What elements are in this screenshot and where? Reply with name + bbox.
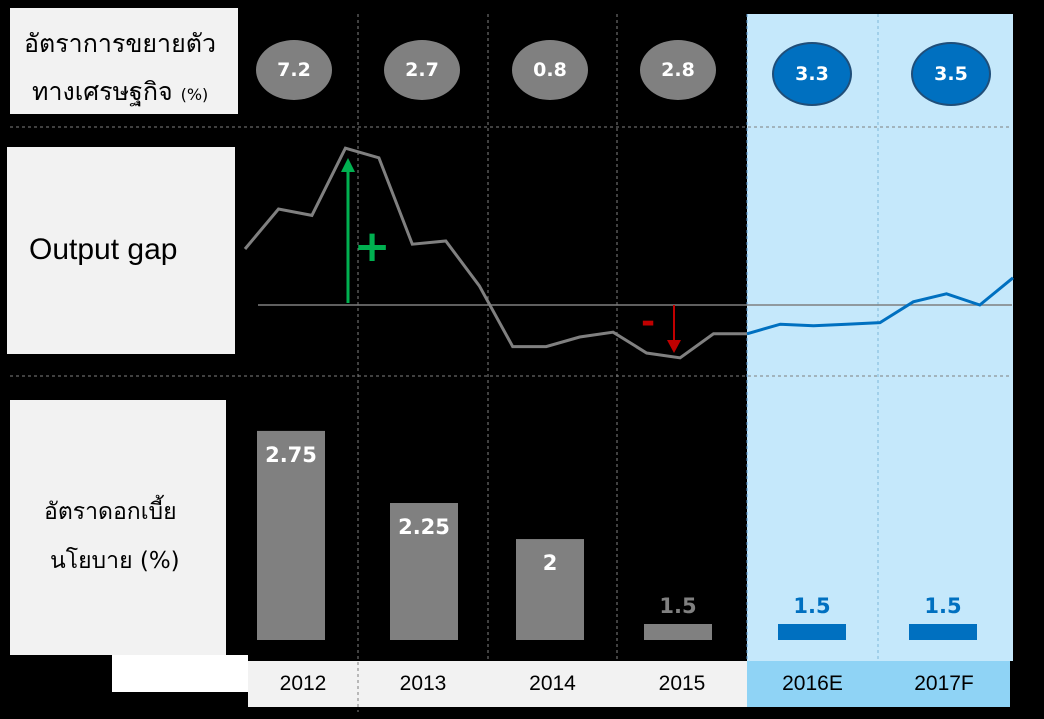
forecast-region	[747, 14, 1013, 661]
year-axis-row-forecast	[747, 661, 1010, 707]
gdp-label-panel: อัตราการขยายตัว ทางเศรษฐกิจ (%)	[10, 8, 238, 114]
policy-rate-bar-2014	[516, 539, 584, 640]
gdp-growth-2012: 7.2	[256, 40, 332, 100]
policy-rate-value-2017f: 1.5	[924, 594, 962, 618]
year-label-2013: 2013	[399, 672, 447, 695]
positive-gap-sign: +	[354, 221, 391, 272]
policy-rate-value-2015: 1.5	[659, 594, 697, 618]
gdp-label-unit: (%)	[180, 85, 209, 104]
gdp-growth-2016e: 3.3	[772, 42, 852, 106]
policy-rate-bar-2015	[644, 624, 712, 640]
policy-rate-value-2014: 2	[542, 551, 558, 576]
rate-label-panel: อัตราดอกเบี้ย นโยบาย (%)	[10, 400, 226, 655]
gdp-growth-2015: 2.8	[640, 40, 716, 100]
policy-rate-value-2012: 2.75	[265, 442, 317, 467]
year-label-2014: 2014	[529, 672, 576, 695]
negative-gap-sign: -	[641, 302, 655, 342]
year-label-2015: 2015	[658, 672, 706, 695]
year-label-2016e: 2016E	[782, 672, 843, 695]
output-gap-label: Output gap	[29, 233, 178, 266]
year-label-2012: 2012	[279, 672, 327, 695]
policy-rate-bar-2012	[257, 430, 325, 640]
year-label-2017f: 2017F	[914, 672, 974, 695]
year-axis-row	[248, 661, 747, 707]
left-white-strip	[112, 655, 248, 692]
policy-rate-bar-2016e	[778, 624, 846, 640]
gdp-label-line1: อัตราการขยายตัว	[24, 29, 217, 58]
gdp-growth-2013: 2.7	[384, 40, 460, 100]
gdp-label-line2: ทางเศรษฐกิจ (%)	[32, 72, 208, 112]
output-gap-actual-line	[243, 146, 747, 360]
gdp-growth-2014: 0.8	[512, 40, 588, 100]
output-gap-forecast-line	[746, 276, 1014, 336]
negative-gap-arrowhead	[667, 340, 681, 353]
gdp-growth-2017f: 3.5	[911, 42, 991, 106]
policy-rate-value-2013: 2.25	[398, 515, 450, 539]
positive-gap-arrowhead	[341, 158, 355, 172]
rate-label-line2: นโยบาย (%)	[50, 548, 180, 574]
rate-label-line1: อัตราดอกเบี้ย	[44, 499, 177, 525]
policy-rate-value-2016e: 1.5	[793, 594, 831, 618]
policy-rate-bar-2013	[390, 503, 458, 640]
output-gap-label-panel: Output gap	[7, 147, 235, 354]
policy-rate-bar-2017f	[909, 624, 977, 640]
gdp-label-line2-text: ทางเศรษฐกิจ	[32, 77, 173, 106]
